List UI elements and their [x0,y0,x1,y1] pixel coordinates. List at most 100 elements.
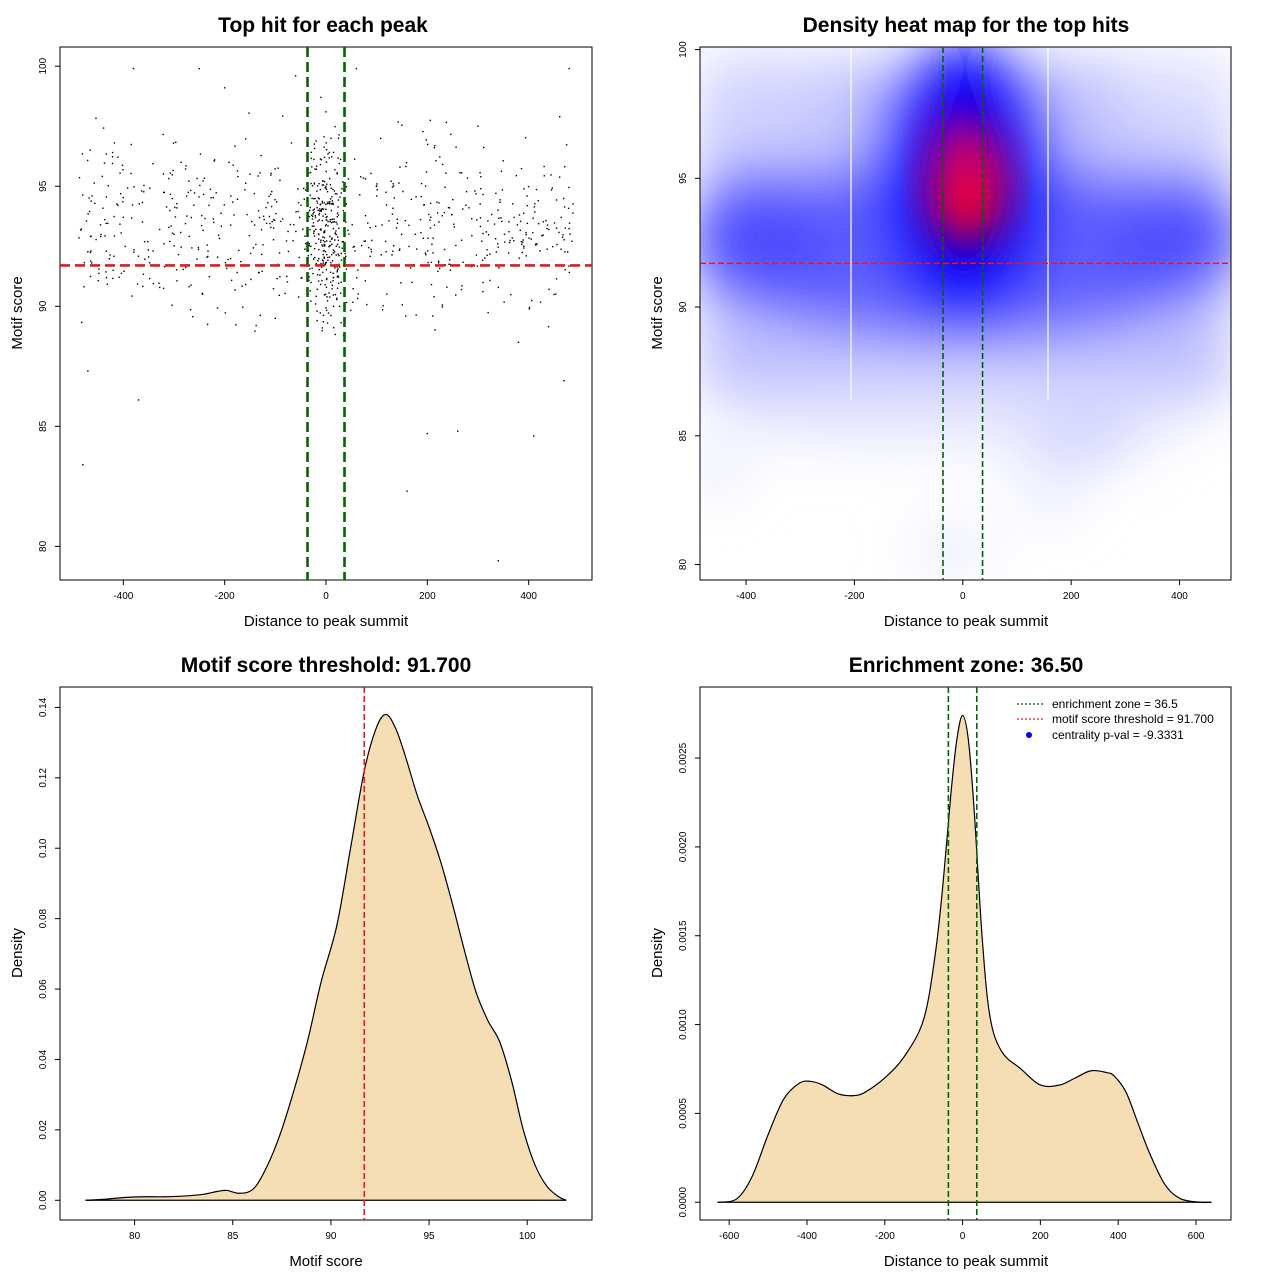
data-point [571,240,573,242]
data-point [169,193,172,195]
data-point [382,304,384,307]
data-point [566,251,569,253]
data-point [332,227,335,230]
data-point [476,219,478,221]
data-point [526,222,529,225]
data-point [448,259,451,261]
data-point [438,267,441,270]
data-point [326,253,328,256]
data-point [345,186,348,188]
data-point [482,290,484,293]
data-point [322,236,324,238]
data-point [89,275,92,278]
data-point [520,240,523,243]
data-point [400,233,403,236]
data-point [345,203,347,205]
data-point [401,304,403,306]
data-point [316,206,318,209]
data-point [237,175,239,178]
data-point [206,256,208,259]
data-point [319,312,322,314]
data-point [192,316,194,318]
data-point [200,224,203,227]
y-tick-label: 0.0015 [678,920,689,951]
data-point [102,127,105,129]
data-point [331,218,334,221]
data-point [329,184,332,186]
data-point [482,281,484,284]
data-point [329,271,332,274]
x-tick-label: 80 [129,1231,141,1242]
data-point [216,256,219,258]
data-point [525,231,527,234]
data-point [522,212,525,214]
y-tick-label: 90 [678,301,689,313]
data-point [272,218,275,221]
data-point [334,267,336,269]
data-point [341,188,343,190]
data-point [311,197,313,200]
data-point [324,225,327,227]
data-point [433,146,436,149]
data-point [404,220,406,222]
data-point [332,272,334,274]
data-point [248,234,251,237]
data-point [130,172,132,175]
data-point [434,144,436,147]
data-point [425,139,428,141]
data-point [180,161,182,163]
data-point [162,173,165,175]
data-point [551,245,554,248]
data-point [331,284,333,287]
data-point [163,191,166,194]
data-point [471,234,473,237]
data-point [317,280,320,282]
data-point [564,269,566,271]
data-point [93,182,95,184]
data-point [451,213,453,216]
data-point [487,220,489,222]
data-point [330,314,332,317]
data-point [279,179,281,182]
data-point [312,213,314,215]
data-point [501,189,504,191]
data-point [351,223,353,226]
data-point [568,222,571,224]
data-point [329,219,331,221]
data-point [568,67,570,70]
data-point [257,272,260,274]
data-point [331,237,333,239]
data-point [180,246,182,248]
data-point [209,188,212,191]
data-point [430,261,433,264]
data-point [176,207,178,209]
data-point [111,156,114,158]
data-point [450,133,452,136]
data-point [380,254,382,256]
heatmap-y-axis: 80 85 90 95 100 [678,41,700,570]
data-point [279,276,281,278]
data-point [144,258,146,260]
data-point [131,204,134,206]
data-point [521,243,523,245]
data-point [319,208,321,210]
data-point [335,233,337,236]
data-point [245,182,247,184]
data-point [122,169,124,171]
data-point [548,228,550,231]
data-point [142,273,145,275]
data-point [118,276,120,278]
data-point [415,248,418,250]
data-point [429,227,432,229]
data-point [297,188,299,190]
data-point [455,146,457,148]
data-point [340,292,342,294]
data-point [508,241,511,244]
data-point [318,182,320,185]
data-point [168,177,170,180]
data-point [332,249,335,251]
y-tick-label: 95 [678,172,689,184]
data-point [428,213,430,216]
data-point [429,202,432,205]
scatter-threshold-lines [60,47,592,580]
